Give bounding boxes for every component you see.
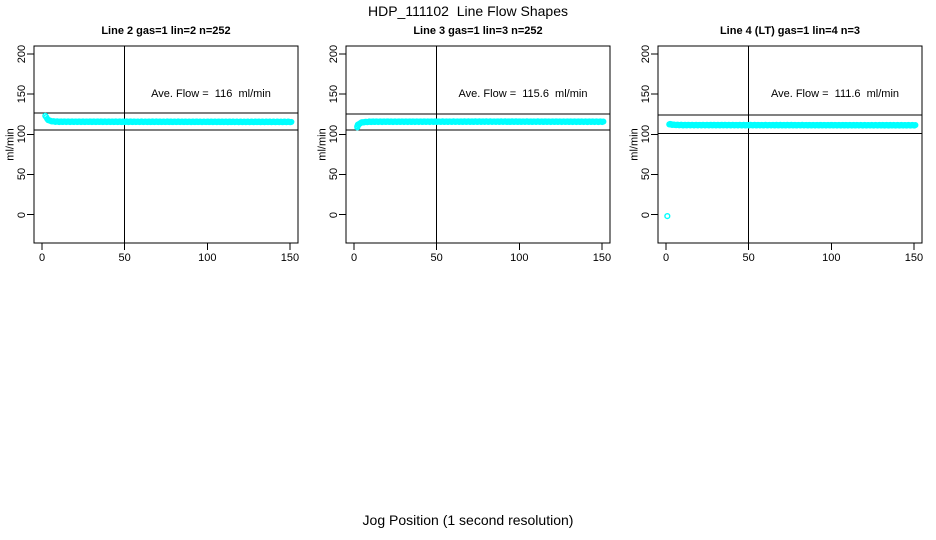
- x-tick-label: 150: [280, 252, 300, 264]
- y-tick-label: 150: [16, 84, 28, 104]
- panel-title: Line 2 gas=1 lin=2 n=252: [101, 25, 231, 37]
- plot-area: [27, 45, 299, 250]
- y-tick-label: 0: [640, 211, 652, 218]
- panel-title: Line 4 (LT) gas=1 lin=4 n=3: [719, 25, 861, 37]
- ave-flow-annotation: Ave. Flow = 111.6 ml/min: [770, 88, 900, 100]
- panel-line4: Line 4 (LT) gas=1 lin=4 n=3 ml/min Ave. …: [624, 0, 936, 290]
- ave-flow-annotation: Ave. Flow = 115.6 ml/min: [458, 88, 588, 100]
- y-tick-label: 50: [640, 168, 652, 181]
- x-tick-label: 50: [430, 252, 443, 264]
- x-tick-label: 0: [662, 252, 670, 264]
- x-tick-label: 0: [38, 252, 46, 264]
- y-tick-label: 50: [16, 168, 28, 181]
- ave-flow-annotation: Ave. Flow = 116 ml/min: [151, 88, 271, 100]
- x-tick-label: 100: [822, 252, 841, 264]
- x-tick-label: 100: [510, 252, 529, 264]
- x-tick-label: 50: [742, 252, 755, 264]
- x-tick-label: 150: [592, 252, 612, 264]
- y-tick-label: 0: [328, 211, 340, 218]
- plot-area: [651, 45, 923, 250]
- y-tick-label: 200: [328, 44, 340, 64]
- figure-x-label: Jog Position (1 second resolution): [362, 512, 574, 528]
- y-tick-label: 150: [640, 84, 652, 104]
- y-tick-label: 100: [328, 125, 340, 144]
- figure-title: HDP_111102 Line Flow Shapes: [367, 3, 568, 19]
- plot-area: [339, 45, 611, 250]
- panel-title: Line 3 gas=1 lin=3 n=252: [413, 25, 543, 37]
- x-tick-label: 150: [904, 252, 924, 264]
- y-tick-label: 100: [640, 125, 652, 144]
- y-tick-label: 0: [16, 211, 28, 218]
- x-tick-label: 50: [118, 252, 131, 264]
- y-tick-label: 100: [16, 125, 28, 144]
- y-tick-label: 200: [640, 44, 652, 64]
- x-tick-label: 100: [198, 252, 217, 264]
- y-tick-label: 50: [328, 168, 340, 181]
- panel-line3: Line 3 gas=1 lin=3 n=252 ml/min Ave. Flo…: [312, 0, 624, 290]
- panel-line2: Line 2 gas=1 lin=2 n=252 ml/min Ave. Flo…: [0, 0, 312, 290]
- y-tick-label: 200: [16, 44, 28, 64]
- y-tick-label: 150: [328, 84, 340, 104]
- x-tick-label: 0: [350, 252, 358, 264]
